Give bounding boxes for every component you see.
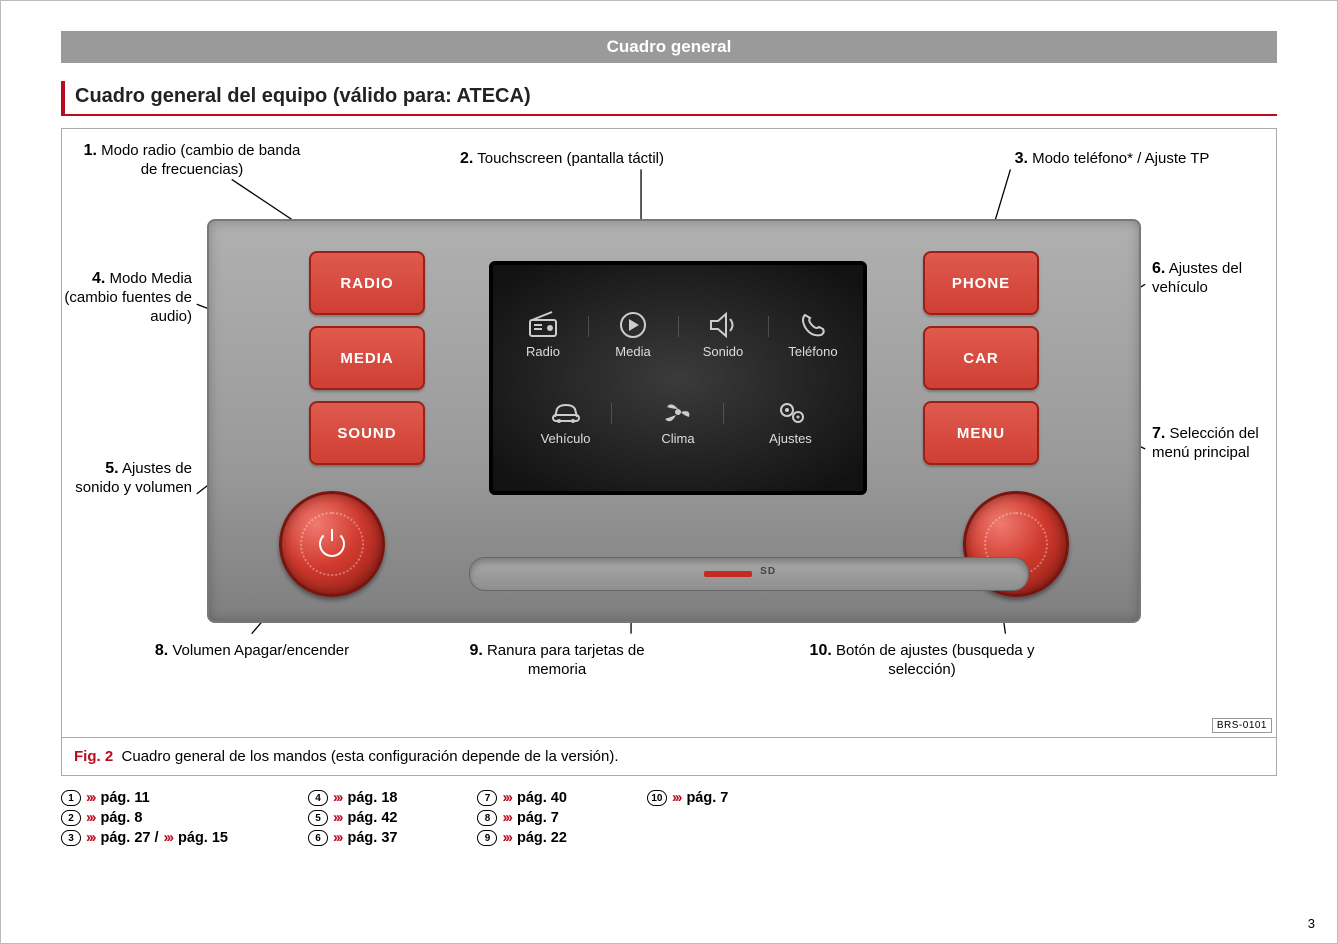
callout-5: 5. Ajustes de sonido y volumen (62, 459, 192, 498)
tile-label: Radio (526, 344, 560, 359)
page-ref[interactable]: 4››› pág. 18 (308, 790, 397, 806)
tile-phone[interactable]: Teléfono (773, 310, 853, 359)
infotainment-unit: RADIO MEDIA SOUND PHONE CAR MENU SD Radi… (207, 219, 1141, 623)
fan-icon (661, 397, 695, 427)
tile-label: Sonido (703, 344, 743, 359)
callout-6: 6. Ajustes del vehículo (1152, 259, 1262, 298)
image-code: BRS-0101 (1212, 718, 1272, 733)
manual-page: Cuadro general Cuadro general del equipo… (0, 0, 1338, 944)
page-references: 1››› pág. 11 2››› pág. 8 3››› pág. 27 / ››… (61, 790, 1277, 846)
tile-settings[interactable]: Ajustes (751, 397, 831, 446)
sd-card-slot[interactable]: SD (469, 557, 1029, 591)
top-banner: Cuadro general (61, 31, 1277, 63)
callout-10: 10. Botón de ajustes (busqueda y selecci… (792, 641, 1052, 680)
page-number: 3 (1308, 916, 1315, 931)
figure-caption: Fig. 2 Cuadro general de los mandos (est… (61, 738, 1277, 776)
phone-icon (796, 310, 830, 340)
tile-label: Teléfono (788, 344, 837, 359)
page-ref[interactable]: 7››› pág. 40 (477, 790, 566, 806)
gear-icon (774, 397, 808, 427)
tile-vehicle[interactable]: Vehículo (526, 397, 606, 446)
section-title: Cuadro general del equipo (válido para: … (61, 81, 1277, 116)
tile-media[interactable]: Media (593, 310, 673, 359)
speaker-icon (706, 310, 740, 340)
page-ref[interactable]: 5››› pág. 42 (308, 810, 397, 826)
radio-button[interactable]: RADIO (309, 251, 425, 315)
callout-4: 4. Modo Media (cambio fuentes de audio) (62, 269, 192, 327)
page-ref[interactable]: 1››› pág. 11 (61, 790, 228, 806)
tile-label: Vehículo (541, 431, 591, 446)
phone-button[interactable]: PHONE (923, 251, 1039, 315)
callout-2: 2. Touchscreen (pantalla táctil) (412, 149, 712, 169)
diagram: 1. Modo radio (cambio de banda de frecue… (61, 128, 1277, 738)
sound-button[interactable]: SOUND (309, 401, 425, 465)
callout-9: 9. Ranura para tarjetas de memoria (442, 641, 672, 680)
tile-label: Clima (661, 431, 694, 446)
page-ref[interactable]: 2››› pág. 8 (61, 810, 228, 826)
tile-sound[interactable]: Sonido (683, 310, 763, 359)
tile-label: Media (615, 344, 650, 359)
tile-label: Ajustes (769, 431, 812, 446)
touchscreen[interactable]: Radio Media Sonido Teléfono (489, 261, 867, 495)
media-button[interactable]: MEDIA (309, 326, 425, 390)
callout-8: 8. Volumen Apagar/encender (152, 641, 352, 661)
car-button[interactable]: CAR (923, 326, 1039, 390)
play-icon (616, 310, 650, 340)
page-ref[interactable]: 8››› pág. 7 (477, 810, 566, 826)
tile-climate[interactable]: Clima (638, 397, 718, 446)
car-icon (549, 397, 583, 427)
sd-label: SD (760, 566, 776, 577)
page-ref[interactable]: 3››› pág. 27 / ››› pág. 15 (61, 830, 228, 846)
callout-7: 7. Selección del menú principal (1152, 424, 1262, 463)
power-volume-knob[interactable] (279, 491, 385, 597)
radio-icon (526, 310, 560, 340)
tile-radio[interactable]: Radio (503, 310, 583, 359)
power-icon (319, 531, 345, 557)
menu-button[interactable]: MENU (923, 401, 1039, 465)
page-ref[interactable]: 6››› pág. 37 (308, 830, 397, 846)
callout-3: 3. Modo teléfono* / Ajuste TP (982, 149, 1242, 169)
callout-1: 1. Modo radio (cambio de banda de frecue… (82, 141, 302, 180)
page-ref[interactable]: 10››› pág. 7 (647, 790, 728, 806)
page-ref[interactable]: 9››› pág. 22 (477, 830, 566, 846)
